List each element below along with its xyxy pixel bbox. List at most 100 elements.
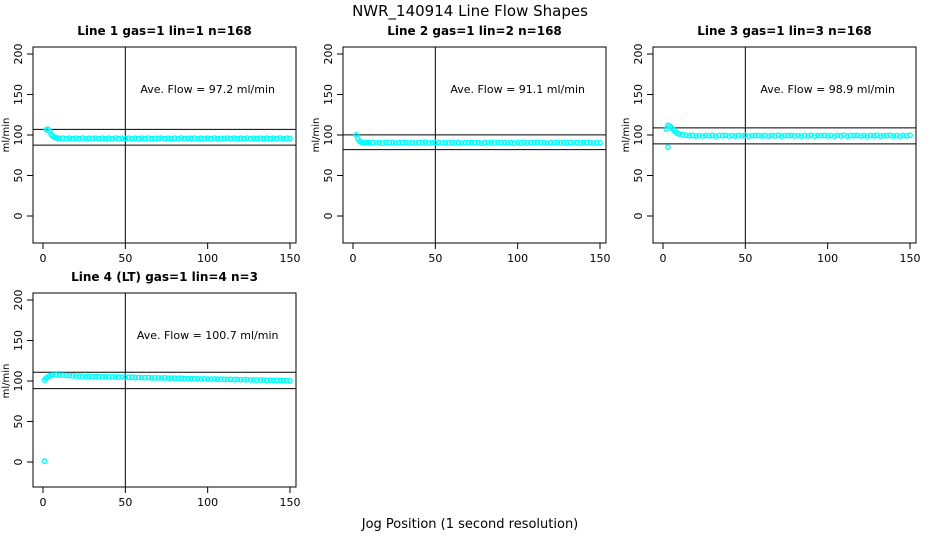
data-point: [158, 375, 165, 381]
data-point: [86, 373, 93, 380]
data-point: [419, 139, 426, 146]
data-point: [689, 132, 696, 139]
data-point: [524, 140, 531, 147]
data-point: [379, 140, 386, 147]
data-point: [217, 376, 224, 382]
data-point: [214, 376, 221, 383]
data-point: [92, 373, 99, 380]
data-point: [56, 372, 63, 378]
data-point: [455, 139, 462, 146]
data-point: [719, 132, 726, 139]
y-tick-label: 150: [12, 330, 25, 351]
data-point: [125, 374, 132, 381]
data-point: [373, 140, 379, 146]
data-point: [590, 140, 597, 147]
x-tick-label: 150: [280, 496, 301, 509]
data-point: [191, 375, 198, 382]
x-tick-label: 50: [118, 496, 132, 509]
data-point: [554, 139, 561, 146]
figure-xlabel: Jog Position (1 second resolution): [361, 517, 579, 532]
data-point: [884, 132, 890, 139]
data-point: [119, 374, 125, 380]
data-point: [805, 132, 811, 139]
data-point: [221, 376, 228, 383]
data-point: [583, 139, 590, 146]
data-point: [267, 135, 274, 142]
data-point: [254, 377, 261, 383]
data-point: [785, 132, 791, 139]
y-tick-label: 50: [12, 415, 25, 429]
data-point: [181, 135, 188, 142]
data-point: [814, 132, 821, 139]
y-tick-label: 100: [632, 125, 645, 146]
data-point: [63, 135, 69, 142]
panels-group: 0 50 100 150 200 0 50 100 150 ml/min Line 1 gas=1 …: [1, 24, 921, 509]
data-point: [494, 139, 501, 146]
data-point: [508, 139, 514, 146]
data-point: [283, 377, 290, 384]
data-point: [485, 139, 491, 146]
data-point: [564, 139, 570, 146]
y-tick-label: 0: [322, 213, 335, 220]
x-tick-label: 50: [738, 252, 752, 265]
data-point: [175, 375, 181, 382]
data-point: [168, 375, 175, 381]
data-point: [821, 132, 828, 139]
data-point: [765, 133, 772, 140]
data-point: [198, 376, 205, 382]
y-tick-label: 200: [632, 44, 645, 65]
plot-box: [342, 46, 607, 244]
x-tick-label: 100: [197, 496, 218, 509]
data-point: [165, 135, 172, 142]
data-point: [66, 135, 73, 142]
data-point: [287, 135, 293, 142]
data-point: [135, 135, 142, 142]
data-point: [514, 139, 521, 146]
y-tick-label: 0: [12, 459, 25, 466]
panel-line2: 0 50 100 150 200 0 50 100 150 ml/min Line 2 gas=1 …: [311, 24, 611, 265]
data-point: [214, 135, 221, 142]
data-point: [102, 135, 109, 142]
data-point: [811, 133, 818, 140]
data-point: [76, 373, 83, 380]
data-point: [389, 139, 396, 146]
data-point: [96, 135, 102, 142]
data-point: [227, 135, 234, 142]
data-point: [837, 132, 844, 139]
data-point: [587, 139, 593, 146]
y-tick-label: 150: [632, 84, 645, 105]
data-point: [89, 135, 96, 142]
data-point: [76, 135, 83, 142]
y-tick-label: 50: [322, 169, 335, 183]
data-point: [122, 374, 129, 381]
data-point: [465, 139, 472, 146]
data-point: [864, 133, 871, 140]
panel-line4: 0 50 100 150 200 0 50 100 150 ml/min Line 4 (LT) g…: [1, 270, 301, 509]
data-point: [106, 373, 112, 380]
data-point: [831, 133, 838, 140]
data-point: [178, 135, 185, 141]
data-point: [96, 373, 102, 380]
data-point: [824, 133, 831, 139]
data-point: [491, 140, 498, 147]
data-point: [155, 135, 162, 142]
data-point: [287, 377, 293, 384]
data-point: [438, 140, 445, 146]
data-point: [122, 135, 129, 142]
data-point: [722, 132, 729, 139]
data-series: [43, 126, 293, 142]
data-point: [488, 139, 495, 146]
y-tick-label: 200: [322, 44, 335, 65]
data-point: [791, 133, 798, 139]
panel-title: Line 2 gas=1 lin=2 n=168: [387, 24, 562, 38]
data-point: [834, 132, 841, 139]
data-point: [194, 375, 201, 382]
panel-line1: 0 50 100 150 200 0 50 100 150 ml/min Line 1 gas=1 …: [1, 24, 301, 265]
data-point: [135, 374, 142, 381]
data-point: [415, 139, 422, 146]
data-point: [527, 139, 534, 146]
data-point: [808, 132, 815, 139]
y-tick-label: 100: [12, 125, 25, 146]
data-point: [471, 140, 478, 146]
